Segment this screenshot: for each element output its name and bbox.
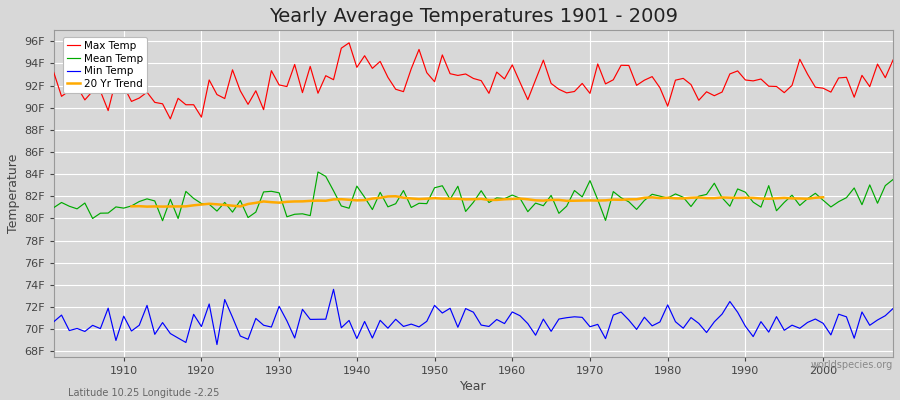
Y-axis label: Temperature: Temperature xyxy=(7,154,20,233)
Mean Temp xyxy=(289,212,300,217)
20 Yr Trend xyxy=(141,204,152,209)
Min Temp xyxy=(616,310,626,314)
Min Temp xyxy=(887,306,898,311)
Min Temp xyxy=(522,321,533,326)
Text: Latitude 10.25 Longitude -2.25: Latitude 10.25 Longitude -2.25 xyxy=(68,388,219,398)
Mean Temp xyxy=(887,177,898,182)
Mean Temp xyxy=(344,206,355,211)
Max Temp xyxy=(111,78,122,82)
Min Temp xyxy=(49,319,59,324)
Mean Temp xyxy=(522,209,533,214)
Max Temp xyxy=(522,97,533,102)
Mean Temp xyxy=(616,195,626,200)
20 Yr Trend xyxy=(227,203,238,208)
Mean Temp xyxy=(158,218,168,223)
Mean Temp xyxy=(111,204,122,209)
Max Temp xyxy=(616,63,626,68)
Max Temp xyxy=(887,58,898,62)
20 Yr Trend xyxy=(344,197,355,202)
20 Yr Trend xyxy=(802,196,813,201)
20 Yr Trend xyxy=(818,195,829,200)
20 Yr Trend xyxy=(126,204,137,209)
Legend: Max Temp, Mean Temp, Min Temp, 20 Yr Trend: Max Temp, Mean Temp, Min Temp, 20 Yr Tre… xyxy=(63,37,148,93)
20 Yr Trend xyxy=(624,197,634,202)
Max Temp xyxy=(336,46,346,50)
Min Temp xyxy=(111,338,122,343)
Min Temp xyxy=(328,287,339,292)
Line: Max Temp: Max Temp xyxy=(54,43,893,119)
Title: Yearly Average Temperatures 1901 - 2009: Yearly Average Temperatures 1901 - 2009 xyxy=(269,7,678,26)
Min Temp xyxy=(212,342,222,347)
X-axis label: Year: Year xyxy=(460,380,487,393)
Max Temp xyxy=(344,40,355,45)
Min Temp xyxy=(289,336,300,340)
Max Temp xyxy=(49,70,59,75)
20 Yr Trend xyxy=(716,195,727,200)
Mean Temp xyxy=(515,196,526,201)
Mean Temp xyxy=(49,205,59,210)
Text: worldspecies.org: worldspecies.org xyxy=(811,360,893,370)
Max Temp xyxy=(289,62,300,67)
Min Temp xyxy=(344,318,355,323)
20 Yr Trend xyxy=(733,196,743,200)
Min Temp xyxy=(515,313,526,318)
20 Yr Trend xyxy=(391,194,401,199)
Line: Min Temp: Min Temp xyxy=(54,289,893,344)
Max Temp xyxy=(165,116,176,121)
Line: Mean Temp: Mean Temp xyxy=(54,172,893,221)
Line: 20 Yr Trend: 20 Yr Trend xyxy=(131,196,824,207)
Max Temp xyxy=(515,80,526,85)
Mean Temp xyxy=(312,170,323,174)
